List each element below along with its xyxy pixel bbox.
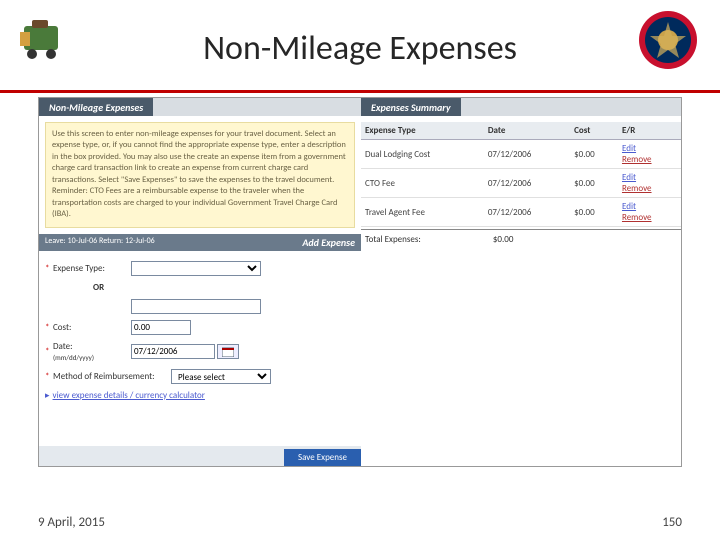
app-window: Non-Mileage Expenses Use this screen to … — [38, 97, 682, 467]
tab-expenses-summary[interactable]: Expenses Summary — [361, 98, 461, 116]
remove-link[interactable]: Remove — [622, 212, 677, 223]
label-cost: Cost: — [53, 322, 131, 333]
save-expense-button[interactable]: Save Expense — [284, 449, 361, 466]
left-pane: Non-Mileage Expenses Use this screen to … — [39, 98, 361, 466]
label-or: OR — [93, 282, 355, 293]
footer-date: 9 April, 2015 — [38, 515, 105, 530]
edit-link[interactable]: Edit — [622, 201, 677, 212]
tab-non-mileage[interactable]: Non-Mileage Expenses — [39, 98, 153, 116]
col-er: E/R — [618, 122, 681, 140]
remove-link[interactable]: Remove — [622, 154, 677, 165]
edit-link[interactable]: Edit — [622, 172, 677, 183]
table-row: Dual Lodging Cost07/12/2006$0.00EditRemo… — [361, 140, 681, 169]
label-expense-type: Expense Type: — [53, 263, 131, 274]
required-mark: * — [45, 371, 53, 382]
summary-table: Expense Type Date Cost E/R Dual Lodging … — [361, 122, 681, 227]
date-input[interactable] — [131, 344, 215, 359]
cost-input[interactable] — [131, 320, 191, 335]
edit-link[interactable]: Edit — [622, 143, 677, 154]
total-row: Total Expenses: $0.00 — [361, 229, 681, 249]
expense-form: * Expense Type: OR * Cost: * Date:(mm/dd… — [39, 251, 361, 411]
tab-spacer — [461, 98, 681, 116]
date-range: Leave: 10-Jul-06 Return: 12-Jul-06 — [45, 236, 302, 249]
calendar-icon[interactable] — [217, 344, 239, 359]
usmc-seal-icon — [638, 10, 698, 70]
col-cost: Cost — [570, 122, 618, 140]
col-type: Expense Type — [361, 122, 484, 140]
table-row: Travel Agent Fee07/12/2006$0.00EditRemov… — [361, 198, 681, 227]
col-date: Date — [484, 122, 570, 140]
expense-type-select[interactable] — [131, 261, 261, 276]
table-row: CTO Fee07/12/2006$0.00EditRemove — [361, 169, 681, 198]
label-date: Date:(mm/dd/yyyy) — [53, 341, 131, 363]
suitcase-icon — [18, 18, 73, 60]
page-title: Non-Mileage Expenses — [20, 10, 700, 69]
view-details-link[interactable]: view expense details / currency calculat… — [53, 390, 205, 401]
remove-link[interactable]: Remove — [622, 183, 677, 194]
divider — [0, 90, 720, 93]
tab-spacer — [153, 98, 361, 116]
required-mark: * — [45, 322, 53, 333]
right-pane: Expenses Summary Expense Type Date Cost … — [361, 98, 681, 466]
add-expense-heading: Add Expense — [302, 236, 355, 249]
expense-desc-input[interactable] — [131, 299, 261, 314]
save-bar: Save Expense — [39, 446, 361, 466]
required-mark: * — [45, 263, 53, 274]
date-range-bar: Leave: 10-Jul-06 Return: 12-Jul-06 Add E… — [39, 234, 361, 251]
instructions: Use this screen to enter non-mileage exp… — [45, 122, 355, 228]
footer-page: 150 — [662, 515, 682, 530]
required-mark: * — [45, 346, 53, 357]
method-select[interactable]: Please select — [171, 369, 271, 384]
label-method: Method of Reimbursement: — [53, 371, 171, 382]
